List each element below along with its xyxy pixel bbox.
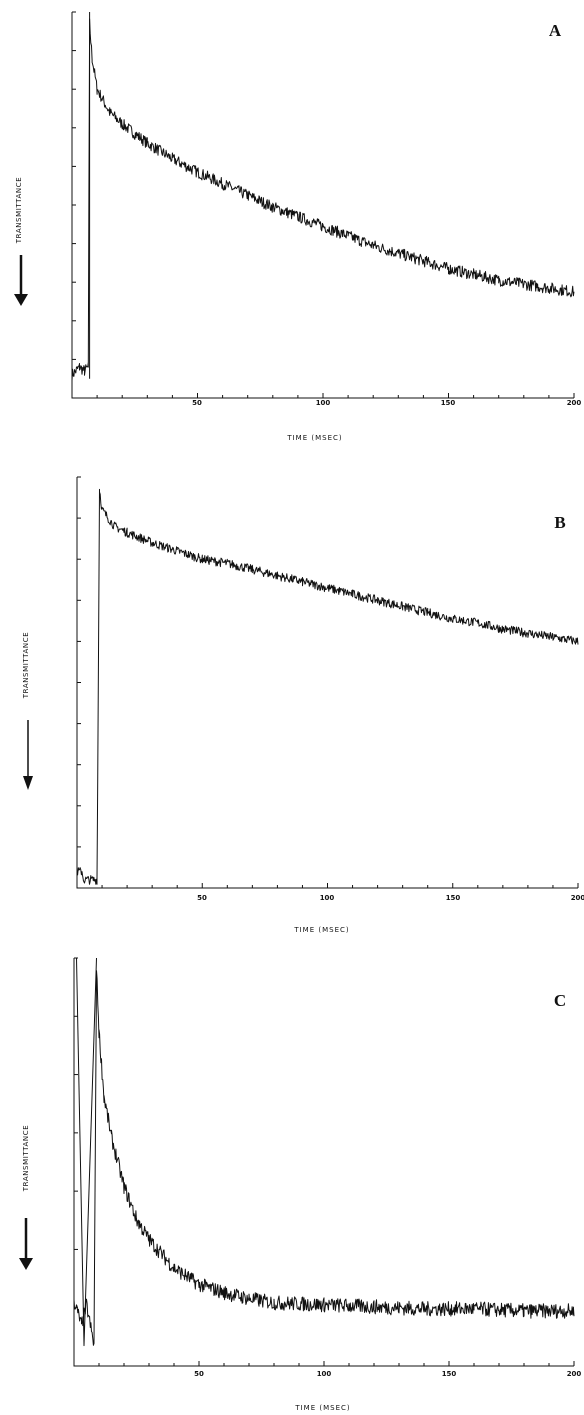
transmittance-trace — [71, 18, 575, 381]
panel-a-axes — [71, 12, 574, 399]
transmittance-trace — [73, 970, 575, 1346]
panel-b-x-tick-labels: 50 100 150 200 — [197, 894, 584, 902]
panel-a-x-tick-label: 200 — [567, 399, 582, 407]
transmittance-trace — [76, 488, 579, 885]
panel-b-x-tick-label: 200 — [571, 894, 584, 902]
panel-c-x-ticks — [98, 1361, 575, 1366]
panel-a-x-ticks — [96, 393, 575, 398]
panel-c-down-arrow-icon — [19, 1218, 33, 1270]
panel-b-x-tick-label: 50 — [197, 894, 207, 902]
panel-b-down-arrow-icon — [23, 720, 33, 790]
panel-c-x-tick-label: 150 — [442, 1370, 457, 1378]
panel-c-traces — [73, 957, 575, 1347]
panel-c: 50 100 150 200 TIME (MSEC) TRANSMITTANCE… — [19, 957, 581, 1412]
panel-b-label: B — [554, 513, 565, 532]
panel-b: 50 100 150 200 TIME (MSEC) TRANSMITTANCE… — [22, 476, 584, 934]
panel-a-label: A — [549, 21, 562, 40]
panel-c-x-tick-labels: 50 100 150 200 — [194, 1370, 581, 1378]
panel-c-x-tick-label: 50 — [194, 1370, 204, 1378]
panel-a: 50 100 150 200 TIME (MSEC) TRANSMITTANCE… — [14, 11, 581, 442]
panel-a-x-tick-labels: 50 100 150 200 — [192, 399, 581, 407]
panel-b-y-axis-label: TRANSMITTANCE — [22, 632, 30, 699]
panel-a-x-axis-label: TIME (MSEC) — [286, 434, 342, 442]
panel-c-label: C — [554, 991, 566, 1010]
panel-c-y-axis-label: TRANSMITTANCE — [22, 1125, 30, 1192]
transient-spike-trace — [76, 957, 97, 1347]
panel-a-x-tick-label: 150 — [441, 399, 456, 407]
panel-b-x-ticks — [101, 883, 579, 888]
panel-c-x-tick-label: 100 — [317, 1370, 332, 1378]
panel-a-x-tick-label: 50 — [192, 399, 202, 407]
panel-a-y-axis-label: TRANSMITTANCE — [15, 177, 23, 244]
panel-c-x-axis-label: TIME (MSEC) — [294, 1404, 350, 1412]
panel-b-x-tick-label: 150 — [446, 894, 461, 902]
panel-b-y-ticks — [77, 476, 81, 889]
panel-a-x-tick-label: 100 — [316, 399, 331, 407]
panel-a-y-ticks — [72, 11, 76, 399]
panel-a-traces — [71, 12, 575, 381]
panel-b-traces — [76, 477, 579, 885]
panel-b-axes — [76, 477, 578, 889]
panel-b-x-axis-label: TIME (MSEC) — [293, 926, 349, 934]
panel-a-down-arrow-icon — [14, 255, 28, 306]
panel-c-x-tick-label: 200 — [567, 1370, 582, 1378]
panel-b-x-tick-label: 100 — [320, 894, 335, 902]
